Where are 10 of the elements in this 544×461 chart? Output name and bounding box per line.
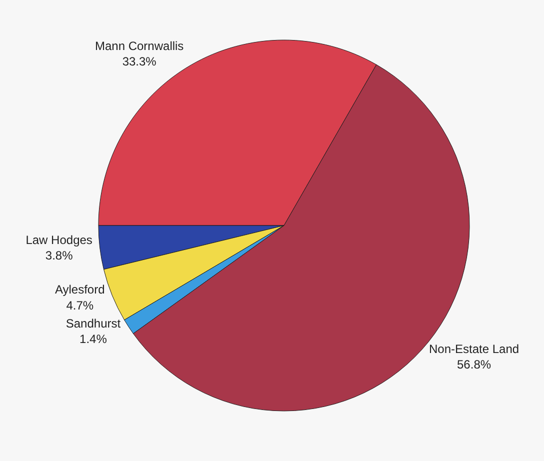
data-label: 33.3% [122,54,157,69]
slice-label: Sandhurst [66,316,122,330]
slice-label: Law Hodges [26,233,92,248]
slice-label: Aylesford [54,282,105,297]
slice-label: Mann Cornwallis [94,39,184,54]
data-label: 1.4% [80,332,108,346]
data-label: 56.8% [457,357,492,372]
data-label: 3.8% [45,248,74,263]
slice-label: Non-Estate Land [428,342,520,356]
data-label: 4.7% [66,298,94,312]
